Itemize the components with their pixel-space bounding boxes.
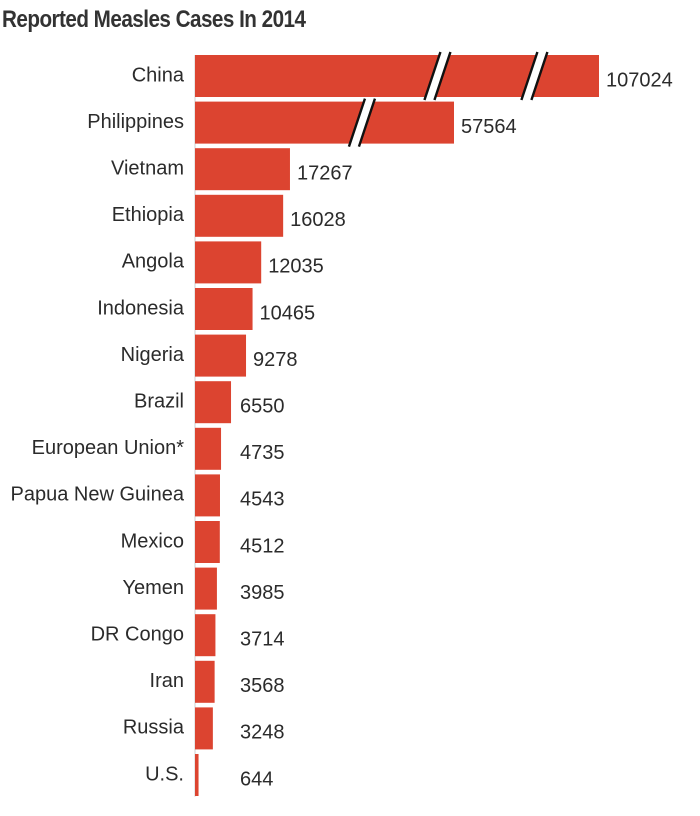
category-label: Angola bbox=[122, 251, 185, 273]
bar bbox=[195, 474, 220, 517]
bar bbox=[195, 754, 199, 796]
bar bbox=[195, 241, 262, 284]
category-label: Russia bbox=[123, 717, 185, 739]
value-label: 57564 bbox=[461, 116, 517, 138]
value-label: 17267 bbox=[297, 162, 353, 184]
value-label: 10465 bbox=[260, 302, 316, 324]
bar bbox=[195, 660, 215, 703]
category-label: China bbox=[132, 64, 185, 86]
category-label: Papua New Guinea bbox=[11, 484, 185, 506]
axis-break-line bbox=[530, 51, 549, 101]
category-label: DR Congo bbox=[91, 623, 184, 645]
value-label: 3248 bbox=[240, 722, 285, 744]
value-label: 6550 bbox=[240, 395, 285, 417]
bar bbox=[195, 381, 232, 424]
bar bbox=[195, 614, 216, 657]
value-label: 9278 bbox=[253, 349, 297, 371]
value-label: 107024 bbox=[606, 69, 673, 91]
value-label: 3568 bbox=[240, 675, 285, 697]
category-label: Philippines bbox=[87, 111, 184, 133]
category-label: Mexico bbox=[121, 530, 184, 552]
bar bbox=[195, 194, 284, 237]
value-label: 3714 bbox=[240, 628, 285, 650]
category-label: European Union* bbox=[32, 437, 185, 459]
axis-break-gap bbox=[348, 98, 375, 147]
category-label: Ethiopia bbox=[112, 204, 185, 226]
axis-break-gap bbox=[424, 52, 451, 100]
chart-title: Reported Measles Cases In 2014 bbox=[2, 6, 306, 33]
axis-break-line bbox=[347, 98, 367, 147]
value-label: 644 bbox=[240, 768, 273, 790]
axis-break-line bbox=[423, 51, 442, 101]
bar bbox=[195, 567, 217, 610]
category-label: Brazil bbox=[134, 390, 184, 412]
value-label: 3985 bbox=[240, 582, 285, 604]
bar bbox=[195, 707, 213, 750]
bar bbox=[195, 148, 290, 191]
value-label: 12035 bbox=[268, 256, 324, 278]
axis-break-line bbox=[433, 51, 452, 101]
bar bbox=[195, 427, 222, 470]
category-label: Indonesia bbox=[97, 297, 185, 319]
value-label: 16028 bbox=[290, 209, 346, 231]
category-label: U.S. bbox=[145, 763, 184, 785]
axis-break-gap bbox=[521, 52, 548, 100]
bar bbox=[195, 101, 454, 144]
bar bbox=[195, 521, 220, 563]
category-label: Vietnam bbox=[111, 157, 184, 179]
axis-break-line bbox=[357, 98, 377, 147]
category-label: Yemen bbox=[122, 577, 184, 599]
value-label: 4735 bbox=[240, 442, 285, 464]
category-label: Iran bbox=[150, 670, 184, 692]
category-label: Nigeria bbox=[121, 344, 185, 366]
axis-break-line bbox=[520, 51, 539, 101]
value-label: 4543 bbox=[240, 489, 285, 511]
bar bbox=[195, 334, 247, 377]
value-label: 4512 bbox=[240, 535, 285, 557]
bar bbox=[195, 288, 253, 330]
